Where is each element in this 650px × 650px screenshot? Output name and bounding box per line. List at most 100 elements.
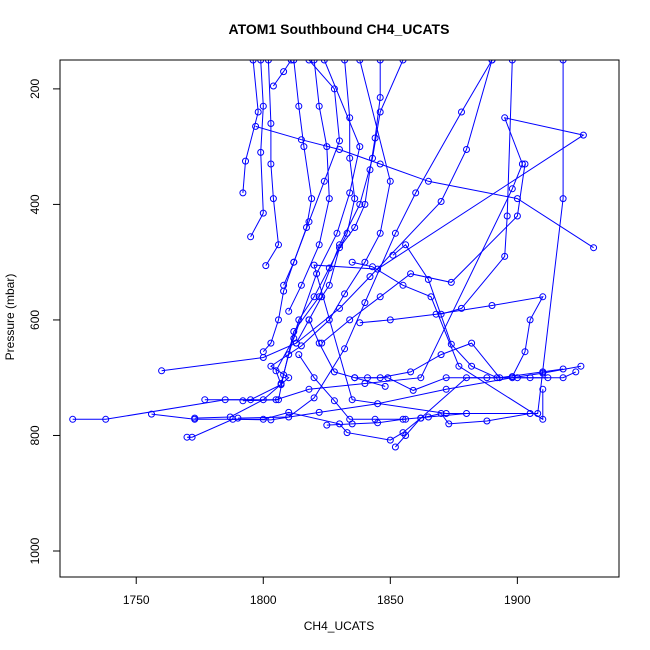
data-point-29-6	[402, 415, 410, 423]
data-point-22-8	[559, 365, 567, 373]
data-point-23-5	[483, 374, 491, 382]
profile-line-1	[72, 60, 585, 420]
data-point-23-4	[442, 374, 450, 382]
data-point-17-5	[336, 244, 343, 252]
data-point-17-7	[361, 200, 369, 208]
data-point-21-3	[432, 310, 440, 318]
data-point-27-6	[463, 410, 470, 417]
data-point-28-4	[351, 374, 359, 382]
data-point-6-9	[356, 143, 364, 151]
data-point-7-5	[361, 299, 369, 307]
profile-line-17	[295, 60, 381, 344]
data-point-9-3	[275, 316, 282, 324]
data-point-17-1	[292, 339, 300, 347]
data-point-8-7	[356, 200, 364, 208]
data-point-10-5	[267, 120, 275, 127]
data-point-23-1	[364, 374, 371, 382]
data-point-3-7	[442, 385, 450, 393]
profile-line-18	[272, 60, 292, 87]
data-point-8-1	[239, 397, 247, 405]
data-point-2-7	[386, 436, 394, 444]
profile-line-13	[242, 60, 259, 193]
data-point-2-12	[559, 374, 567, 382]
data-point-13-3	[254, 108, 262, 116]
data-point-15-6	[315, 102, 323, 110]
profile-line-25	[392, 244, 498, 379]
data-point-16-8	[346, 154, 354, 162]
data-point-7-9	[488, 60, 496, 64]
data-point-26-1	[391, 443, 399, 451]
data-point-6-1	[201, 396, 209, 404]
data-point-7-3	[310, 394, 318, 402]
data-point-14-6	[295, 102, 303, 110]
data-point-29-3	[330, 397, 338, 405]
data-point-12-1	[247, 233, 255, 241]
data-point-3-10	[577, 362, 585, 370]
profile-line-24	[352, 261, 544, 421]
data-point-17-4	[325, 281, 333, 289]
data-point-28-1	[305, 316, 313, 324]
data-point-14-2	[290, 258, 298, 266]
data-point-5-11	[386, 177, 394, 185]
x-tick-label: 1750	[123, 593, 150, 607]
data-point-8-3	[280, 371, 288, 379]
data-point-6-7	[333, 229, 341, 237]
y-tick-label: 200	[28, 79, 42, 99]
data-point-2-13	[572, 368, 580, 376]
profile-line-6	[204, 60, 361, 401]
data-point-1-9	[518, 160, 526, 168]
data-point-16-10	[341, 60, 349, 64]
data-point-11-5	[424, 177, 432, 185]
data-point-27-5	[424, 413, 432, 421]
data-point-10-6	[264, 60, 272, 64]
data-point-15-3	[315, 241, 323, 249]
data-point-17-8	[366, 166, 374, 174]
data-point-16-3	[295, 316, 303, 324]
data-point-11-7	[590, 244, 598, 252]
data-point-29-1	[295, 351, 303, 359]
data-point-24-2	[369, 263, 376, 271]
data-point-23-3	[409, 386, 417, 394]
data-point-25-6	[493, 374, 501, 382]
data-point-29-5	[371, 415, 379, 423]
data-point-25-5	[468, 362, 476, 370]
data-point-3-2	[188, 433, 196, 441]
data-point-19-4	[407, 270, 415, 278]
data-point-22-5	[468, 339, 476, 347]
data-point-1-1	[69, 415, 77, 423]
data-point-1-11	[579, 131, 587, 139]
data-point-9-2	[267, 339, 275, 347]
data-point-7-4	[341, 345, 349, 353]
data-point-7-8	[458, 108, 465, 116]
data-point-19-5	[447, 278, 455, 286]
profile-line-22	[354, 342, 564, 379]
data-point-16-2	[285, 351, 293, 359]
data-point-11-3	[336, 146, 343, 153]
profile-line-19	[321, 163, 526, 344]
data-point-17-9	[371, 134, 379, 142]
data-point-10-3	[269, 195, 277, 203]
data-point-7-1	[234, 414, 242, 422]
data-point-12-4	[259, 102, 267, 110]
data-point-18-2	[280, 68, 288, 76]
profile-line-7	[237, 60, 493, 419]
data-point-12-5	[257, 60, 265, 64]
data-point-25-4	[447, 340, 455, 348]
profile-line-5	[194, 60, 391, 419]
data-point-1-8	[508, 185, 516, 193]
data-point-19-2	[346, 316, 354, 324]
axes: 1750 1800 1850 1900 200 400 600 800 1000	[28, 59, 620, 607]
data-point-6-10	[320, 60, 328, 64]
y-tick-label: 1000	[28, 537, 42, 564]
data-point-27-1	[323, 421, 331, 429]
data-point-5-7	[325, 316, 333, 324]
data-point-17-6	[351, 224, 359, 231]
data-point-1-13	[310, 261, 318, 269]
data-point-2-6	[343, 429, 351, 437]
data-point-14-7	[290, 60, 298, 64]
data-point-21-4	[488, 302, 496, 309]
data-point-10-1	[262, 262, 270, 270]
data-point-5-4	[285, 374, 293, 382]
data-point-28-3	[330, 368, 338, 376]
